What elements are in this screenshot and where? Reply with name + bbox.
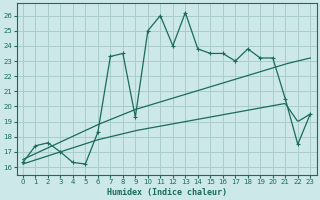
- X-axis label: Humidex (Indice chaleur): Humidex (Indice chaleur): [107, 188, 227, 197]
